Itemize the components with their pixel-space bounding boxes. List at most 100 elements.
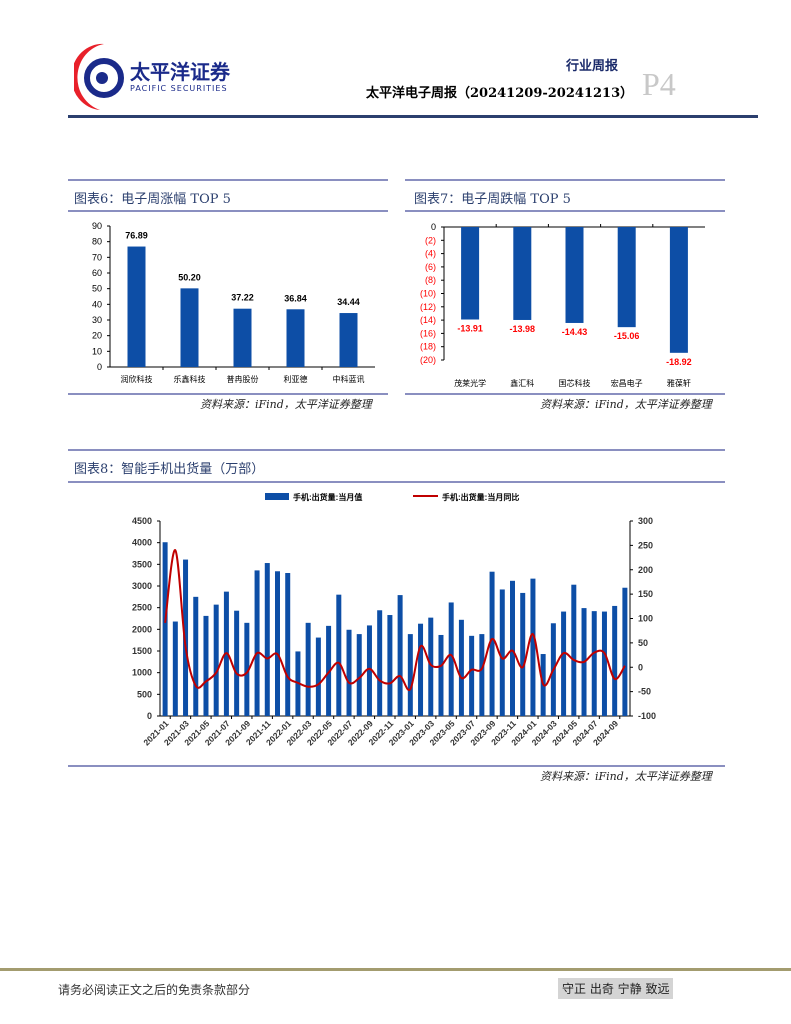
- right-y-tick-label: 250: [638, 540, 653, 550]
- legend-label: 手机:出货量:当月值: [293, 492, 362, 502]
- header-divider: [68, 115, 758, 118]
- shipment-bar: [285, 573, 291, 716]
- right-y-tick-label: -100: [638, 711, 656, 721]
- bar: [669, 227, 688, 353]
- shipment-bar: [438, 634, 444, 716]
- x-tick-label: 润欣科技: [121, 374, 153, 384]
- data-label: -13.91: [457, 324, 483, 334]
- fig7-chart: 0 (2) (4) (6) (8) (10) (12) (14) (16) (18) (20) -13…: [420, 222, 705, 388]
- data-label: 50.20: [178, 272, 201, 282]
- shipment-bar: [183, 559, 189, 716]
- company-motto: 守正 出奇 宁静 致远: [558, 978, 674, 999]
- y-tick-label: 80: [92, 237, 102, 247]
- shipment-bar: [530, 578, 536, 716]
- fig7-title-rule: [405, 210, 725, 212]
- left-y-tick-label: 3000: [132, 581, 152, 591]
- y-tick-label: 90: [92, 221, 102, 231]
- x-tick-label: 中科蓝讯: [333, 374, 365, 384]
- x-tick-label: 乐鑫科技: [174, 374, 206, 384]
- fig6-title: 图表6：电子周涨幅 TOP 5: [74, 192, 231, 207]
- shipment-bar: [407, 634, 413, 716]
- shipment-bar: [254, 570, 260, 716]
- y-tick-label: (2): [425, 235, 436, 245]
- fig6-top-rule: [68, 179, 388, 181]
- fig6-title-rule: [68, 210, 388, 212]
- shipment-bar: [499, 589, 505, 716]
- y-tick-label: (4): [425, 249, 436, 259]
- shipment-bar: [244, 622, 250, 716]
- bar: [127, 246, 146, 367]
- shipment-bar: [162, 542, 168, 716]
- bar: [513, 227, 532, 320]
- fig8-bottom-rule: [68, 765, 725, 767]
- shipment-bar: [336, 594, 342, 716]
- y-tick-label: 0: [431, 222, 436, 232]
- y-tick-label: (6): [425, 262, 436, 272]
- y-tick-label: 0: [97, 362, 102, 372]
- fig8-top-rule: [68, 449, 725, 451]
- shipment-bar: [275, 571, 280, 716]
- shipment-bar: [234, 610, 240, 716]
- y-tick-label: 50: [92, 284, 102, 294]
- y-tick-label: 10: [92, 346, 102, 356]
- shipment-bar: [489, 571, 495, 716]
- shipment-bar: [428, 617, 434, 716]
- shipment-bar: [458, 619, 464, 716]
- fig7-title: 图表7：电子周跌幅 TOP 5: [414, 192, 571, 207]
- data-label: -13.98: [510, 324, 536, 334]
- x-tick-label: 国芯科技: [559, 378, 591, 388]
- y-tick-label: (8): [425, 275, 436, 285]
- bar: [461, 227, 480, 320]
- shipment-bar: [479, 634, 485, 716]
- y-tick-label: 70: [92, 252, 102, 262]
- shipment-bar: [356, 634, 362, 716]
- bar: [233, 308, 252, 367]
- right-y-tick-label: 300: [638, 516, 653, 526]
- shipment-bar: [387, 615, 393, 716]
- y-tick-label: (20): [420, 355, 436, 365]
- y-tick-label: 20: [92, 331, 102, 341]
- right-y-tick-label: 0: [638, 662, 643, 672]
- data-label: 37.22: [231, 293, 254, 303]
- y-tick-label: (16): [420, 328, 436, 338]
- left-y-tick-label: 0: [147, 711, 152, 721]
- x-tick-label: 茂莱光学: [454, 378, 486, 388]
- left-y-tick-label: 4500: [132, 516, 152, 526]
- right-y-tick-label: 100: [638, 614, 653, 624]
- data-label: 36.84: [284, 293, 307, 303]
- left-y-tick-label: 2500: [132, 603, 152, 613]
- bar: [286, 309, 305, 367]
- fig6-source: 资料来源：iFind，太平洋证券整理: [200, 398, 372, 411]
- shipment-bar: [622, 587, 628, 716]
- shipment-bar: [193, 596, 199, 716]
- y-tick-label: 40: [92, 299, 102, 309]
- shipment-bar: [469, 635, 475, 716]
- shipment-bar: [264, 563, 270, 716]
- logo-name-cn: 太平洋证券: [130, 60, 230, 84]
- y-tick-label: (12): [420, 302, 436, 312]
- shipment-bar: [366, 625, 372, 716]
- left-y-tick-label: 1500: [132, 646, 152, 656]
- data-label: 34.44: [337, 297, 360, 307]
- fig8-title: 图表8：智能手机出货量（万部）: [74, 462, 265, 477]
- left-y-tick-label: 2000: [132, 624, 152, 634]
- yoy-line: [164, 549, 626, 692]
- x-tick-label: 宏昌电子: [611, 378, 643, 388]
- shipment-bar: [601, 611, 607, 716]
- shipment-bar: [510, 580, 515, 716]
- left-y-tick-label: 500: [137, 689, 152, 699]
- shipment-bar: [377, 610, 383, 716]
- data-label: -18.92: [666, 357, 692, 367]
- y-tick-label: (10): [420, 289, 436, 299]
- data-label: 76.89: [125, 231, 148, 241]
- right-y-tick-label: 200: [638, 565, 653, 575]
- fig8-source: 资料来源：iFind，太平洋证券整理: [540, 770, 712, 783]
- left-y-tick-label: 4000: [132, 538, 152, 548]
- bar: [339, 313, 358, 367]
- left-y-tick-label: 1000: [132, 668, 152, 678]
- fig7-bottom-rule: [405, 393, 725, 395]
- shipment-bar: [203, 615, 209, 716]
- y-tick-label: 60: [92, 268, 102, 278]
- y-tick-label: (14): [420, 315, 436, 325]
